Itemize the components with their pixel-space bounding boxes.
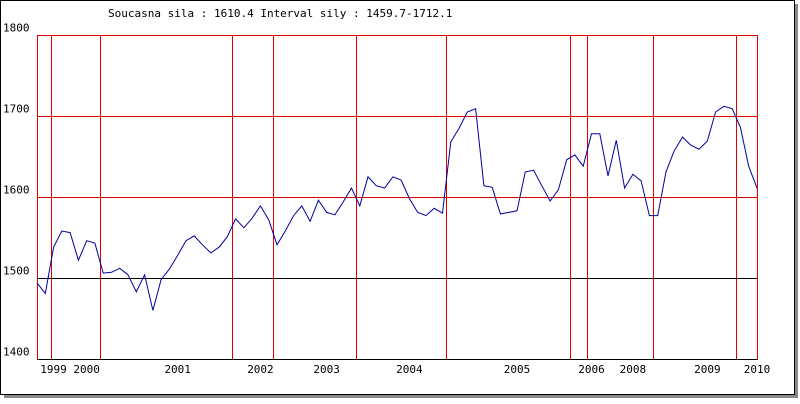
y-tick-label: 1400 (3, 346, 30, 359)
x-tick-label: 2001 (164, 363, 191, 376)
y-tick-label: 1600 (3, 184, 30, 197)
x-tick-label: 1999 (40, 363, 67, 376)
x-tick-label: 2000 (73, 363, 100, 376)
rating-line (36, 105, 758, 311)
x-tick-label: 2009 (694, 363, 721, 376)
x-tick-label: 2004 (396, 363, 423, 376)
x-tick-label: 2003 (313, 363, 340, 376)
chart-title: Soucasna sila : 1610.4 Interval sily : 1… (108, 7, 452, 20)
x-tick-label: 2002 (247, 363, 274, 376)
x-tick-label: 2010 (744, 363, 771, 376)
x-tick-label: 2005 (504, 363, 531, 376)
x-tick-label: 2006 (578, 363, 605, 376)
y-tick-label: 1800 (3, 22, 30, 35)
x-tick-label: 2008 (620, 363, 647, 376)
y-tick-label: 1700 (3, 103, 30, 116)
y-tick-label: 1500 (3, 265, 30, 278)
